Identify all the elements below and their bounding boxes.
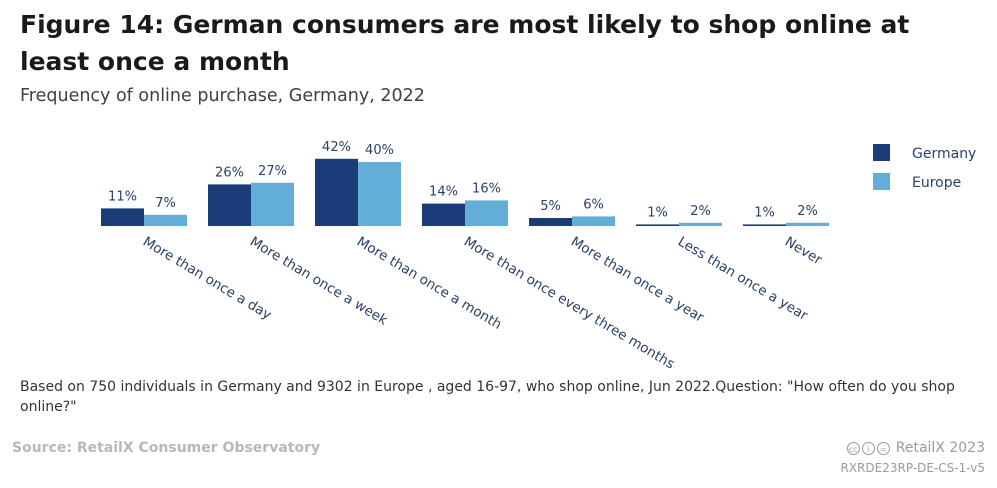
data-label-europe-7: 2% (797, 204, 818, 219)
data-label-europe-4: 16% (472, 181, 501, 196)
bar-europe-3 (358, 162, 401, 226)
legend-label-europe: Europe (912, 175, 961, 191)
bar-europe-1 (144, 214, 187, 226)
data-label-europe-2: 27% (258, 164, 287, 179)
figure-subtitle: Frequency of online purchase, Germany, 2… (20, 86, 425, 106)
source-text: Source: RetailX Consumer Observatory (12, 440, 321, 456)
data-label-germany-2: 26% (215, 165, 244, 180)
bar-germany-3 (315, 158, 358, 226)
data-label-germany-1: 11% (108, 189, 137, 204)
data-label-germany-6: 1% (647, 205, 668, 220)
category-label-4: More than once every three months (461, 234, 677, 370)
category-label-7: Never (782, 234, 825, 269)
data-label-germany-4: 14% (429, 185, 458, 200)
legend-swatch-europe (873, 173, 890, 190)
legend-swatch-germany (873, 144, 890, 161)
data-label-germany-3: 42% (322, 140, 351, 155)
data-label-europe-5: 6% (583, 197, 604, 212)
data-label-germany-7: 1% (754, 205, 775, 220)
brand-block: cc i = RetailX 2023 RXRDE23RP-DE-CS-1-v5 (841, 438, 986, 478)
bar-germany-6 (636, 224, 679, 226)
legend-label-germany: Germany (912, 146, 976, 162)
bar-germany-1 (101, 208, 144, 226)
data-label-germany-5: 5% (540, 199, 561, 214)
data-label-europe-1: 7% (155, 196, 176, 211)
brand-name: RetailX 2023 (895, 440, 985, 456)
bar-europe-4 (465, 200, 508, 226)
data-label-europe-6: 2% (690, 204, 711, 219)
bar-germany-4 (422, 203, 465, 226)
bar-germany-5 (529, 218, 572, 226)
data-label-europe-3: 40% (365, 143, 394, 158)
bar-europe-2 (251, 182, 294, 226)
bar-germany-7 (743, 224, 786, 226)
figure-title: Figure 14: German consumers are most lik… (20, 10, 910, 76)
bar-germany-2 (208, 184, 251, 226)
bar-europe-7 (786, 222, 829, 226)
footnote: Based on 750 individuals in Germany and … (20, 379, 955, 415)
bar-europe-5 (572, 216, 615, 226)
bar-europe-6 (679, 222, 722, 226)
report-code: RXRDE23RP-DE-CS-1-v5 (840, 461, 986, 475)
creative-commons-icon: cc i = (846, 441, 890, 455)
